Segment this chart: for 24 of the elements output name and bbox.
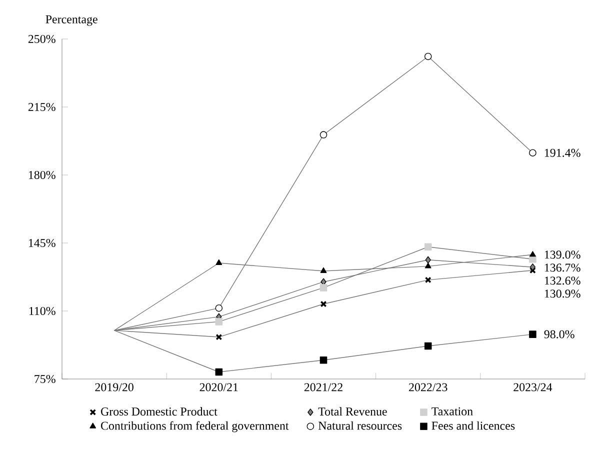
y-tick-label: 250%	[28, 34, 56, 44]
legend-label: Gross Domestic Product	[101, 407, 218, 416]
y-tick-label: 75%	[34, 374, 56, 384]
y-tick-label: 215%	[28, 102, 56, 112]
legend-label: Total Revenue	[318, 407, 387, 416]
data-label: 132.6%	[544, 276, 580, 285]
y-axis-title: Percentage	[46, 15, 98, 26]
data-label: 136.7%	[544, 264, 580, 272]
x-tick-label: 2023/24	[514, 383, 552, 392]
y-tick-label: 145%	[28, 238, 56, 248]
data-label: 130.9%	[544, 290, 580, 298]
legend-label: Fees and licences	[432, 421, 515, 430]
legend-label: Natural resources	[318, 421, 402, 430]
data-label: 191.4%	[544, 148, 580, 157]
y-tick-label: 110%	[29, 306, 56, 316]
data-label: 98.0%	[544, 330, 574, 338]
legend-label: Taxation	[432, 407, 473, 416]
x-tick-label: 2022/23	[409, 383, 448, 392]
y-tick-label: 180%	[28, 170, 56, 180]
x-tick-label: 2021/22	[304, 383, 342, 392]
data-label: 139.0%	[544, 250, 580, 259]
x-tick-label: 2020/21	[200, 383, 238, 392]
x-tick-label: 2019/20	[95, 383, 134, 392]
legend-label: Contributions from federal government	[101, 421, 289, 432]
